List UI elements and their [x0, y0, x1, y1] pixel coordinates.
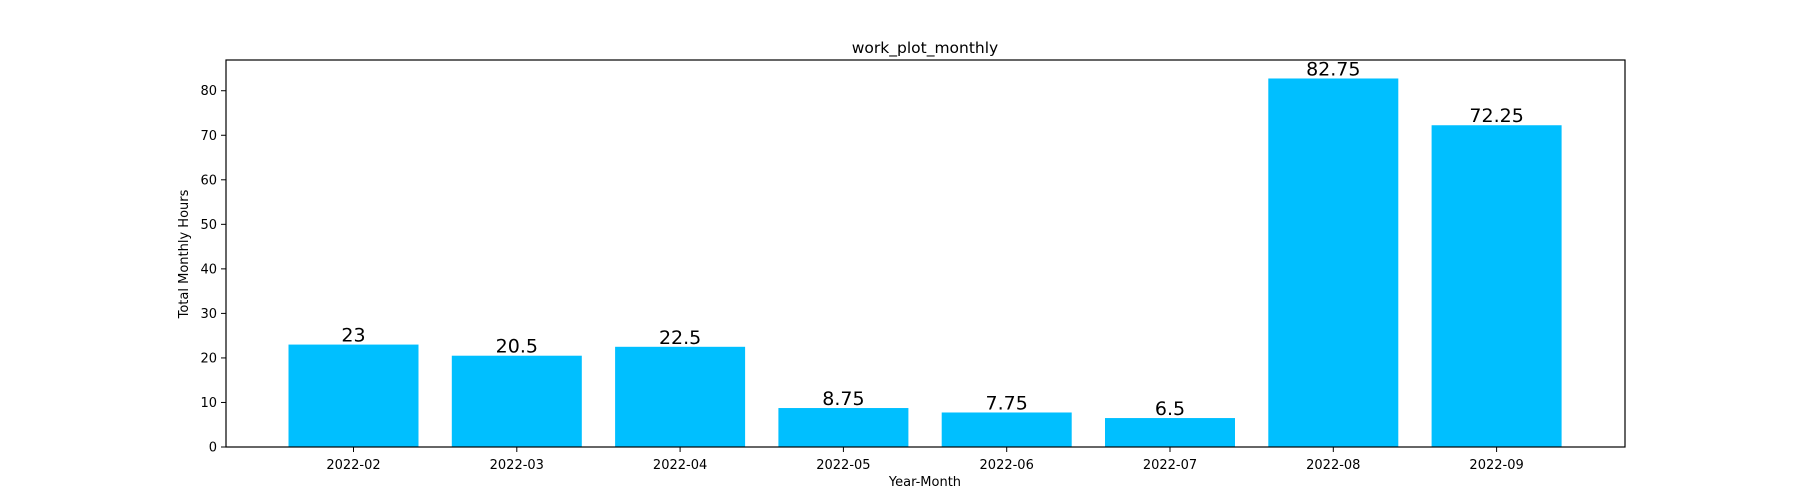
- y-tick-label: 20: [200, 351, 217, 366]
- bar-2022-04: [615, 346, 746, 447]
- bar-2022-07: [1105, 418, 1235, 447]
- y-tick-label: 70: [200, 129, 217, 144]
- plot-frame: [225, 59, 1626, 448]
- value-label-2022-08: 82.75: [1306, 58, 1360, 80]
- x-tick-label: 2022-06: [980, 458, 1034, 473]
- bar-2022-09: [1431, 125, 1562, 447]
- value-label-2022-09: 72.25: [1469, 105, 1523, 127]
- y-tick-label: 0: [209, 441, 217, 456]
- bar-2022-02: [288, 344, 419, 447]
- y-tick-label: 10: [200, 396, 217, 411]
- bar-2022-03: [451, 355, 582, 447]
- value-label-2022-04: 22.5: [659, 327, 701, 349]
- value-label-2022-02: 23: [341, 325, 365, 347]
- chart-title: work_plot_monthly: [852, 39, 999, 58]
- bar-2022-06: [941, 412, 1072, 447]
- value-labels-group: 23 20.5 22.5 8.75 7.75 6.5 82.75 72.25: [341, 58, 1523, 420]
- x-tick-label: 2022-08: [1306, 458, 1360, 473]
- x-tick-label: 2022-05: [816, 458, 870, 473]
- y-axis: 0 10 20 30 40 50 60 70 80: [200, 84, 226, 456]
- value-label-2022-05: 8.75: [822, 388, 864, 410]
- bar-2022-08: [1268, 78, 1399, 447]
- bar-2022-05: [778, 408, 909, 447]
- y-tick-label: 40: [200, 262, 217, 277]
- value-label-2022-03: 20.5: [496, 336, 538, 358]
- y-axis-label: Total Monthly Hours: [177, 189, 192, 319]
- x-tick-label: 2022-03: [490, 458, 544, 473]
- x-axis: 2022-02 2022-03 2022-04 2022-05 2022-06 2022-…: [326, 447, 1524, 473]
- x-tick-label: 2022-02: [326, 458, 380, 473]
- x-tick-label: 2022-09: [1469, 458, 1523, 473]
- y-tick-label: 30: [200, 307, 217, 322]
- bars-group: [288, 78, 1562, 447]
- y-tick-label: 60: [200, 173, 217, 188]
- value-label-2022-07: 6.5: [1155, 398, 1185, 420]
- y-tick-label: 80: [200, 84, 217, 99]
- y-tick-label: 50: [200, 218, 217, 233]
- x-tick-label: 2022-04: [653, 458, 707, 473]
- value-label-2022-06: 7.75: [986, 392, 1028, 414]
- x-axis-label: Year-Month: [888, 475, 961, 490]
- x-tick-label: 2022-07: [1143, 458, 1197, 473]
